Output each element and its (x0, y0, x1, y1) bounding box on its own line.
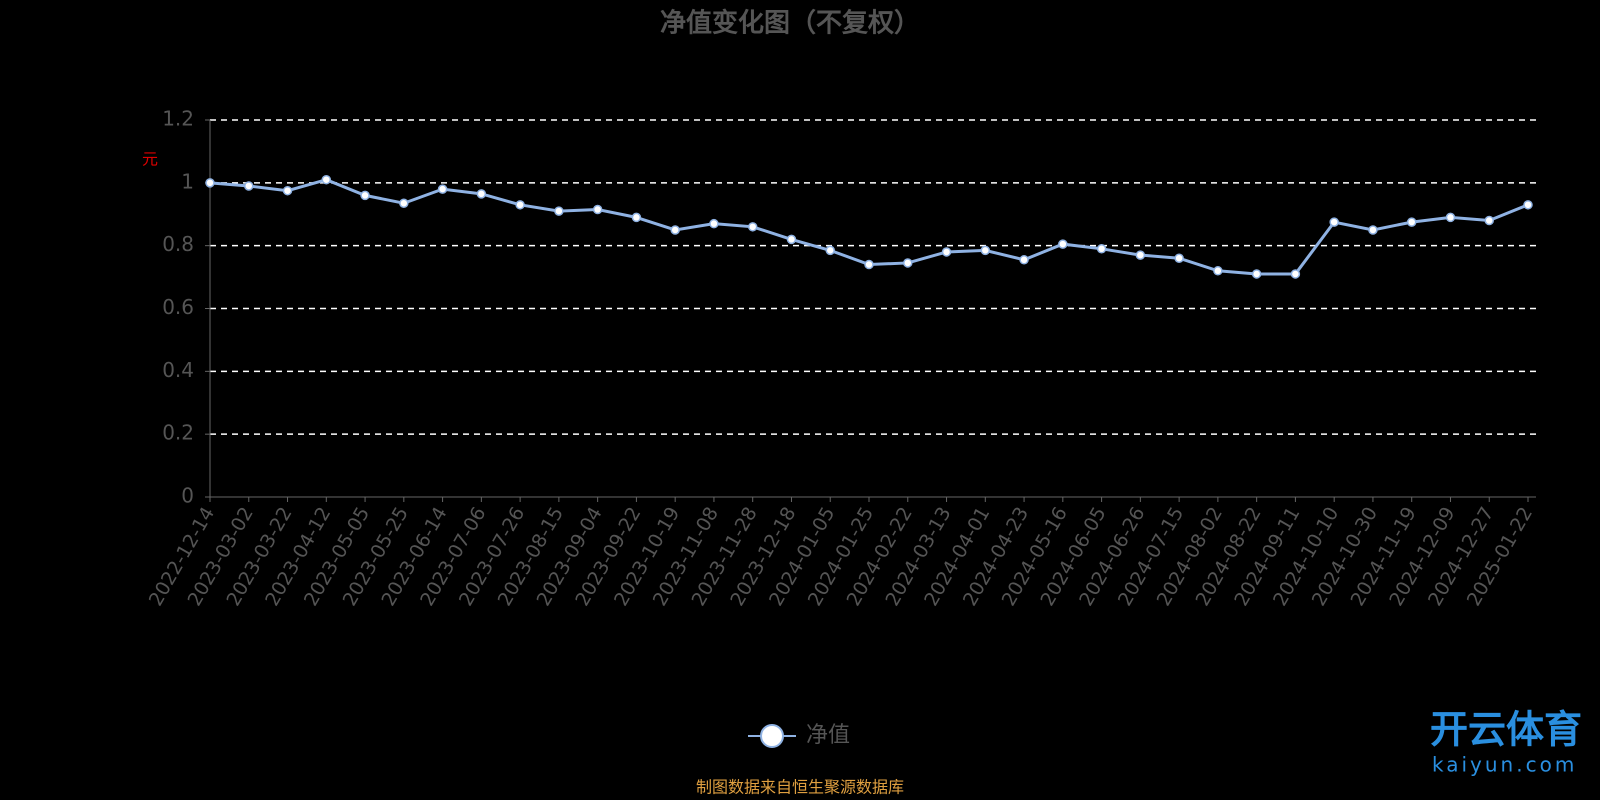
point (1406, 217, 1417, 227)
point (941, 247, 952, 257)
y-axis-label: 元 (142, 150, 158, 169)
y-tick-label: 1 (181, 169, 194, 193)
source-note: 制图数据来自恒生聚源数据库 (696, 778, 904, 797)
point (282, 185, 293, 196)
point (1445, 212, 1456, 223)
point (1484, 215, 1494, 226)
point (786, 234, 797, 245)
point (1174, 253, 1184, 263)
point (670, 225, 680, 235)
point (515, 200, 525, 210)
point (1019, 255, 1029, 265)
point (747, 222, 758, 232)
y-tick-label: 0.4 (162, 358, 194, 382)
point (1290, 269, 1301, 279)
chart-title: 净值变化图（不复权） (660, 8, 920, 39)
point (709, 218, 719, 229)
point (1096, 244, 1107, 254)
y-tick-label: 0.8 (162, 232, 194, 256)
legend-label[interactable]: 净值 (806, 723, 850, 748)
y-tick-label: 0.2 (162, 421, 194, 445)
point (321, 174, 332, 185)
point (244, 181, 254, 191)
point (1213, 266, 1223, 276)
y-tick-label: 0.6 (162, 295, 194, 319)
y-tick-label: 0 (181, 484, 194, 508)
point (205, 178, 215, 188)
point (1368, 225, 1378, 235)
point (980, 245, 991, 256)
point (360, 190, 370, 201)
point (399, 198, 409, 209)
point (1058, 239, 1068, 249)
point (864, 259, 874, 270)
point (1135, 250, 1146, 260)
watermark-brand: 开云体育 (1430, 708, 1582, 752)
point (1523, 200, 1533, 210)
legend-marker (760, 724, 784, 748)
point (1329, 217, 1339, 227)
point (476, 189, 487, 199)
point (631, 212, 642, 223)
y-tick-label: 1.2 (162, 107, 194, 131)
point (592, 204, 603, 215)
point (437, 184, 448, 194)
point (554, 206, 564, 216)
watermark-site: kaiyun.com (1432, 753, 1577, 777)
point (825, 245, 835, 256)
point (903, 258, 913, 268)
point (1251, 269, 1262, 279)
